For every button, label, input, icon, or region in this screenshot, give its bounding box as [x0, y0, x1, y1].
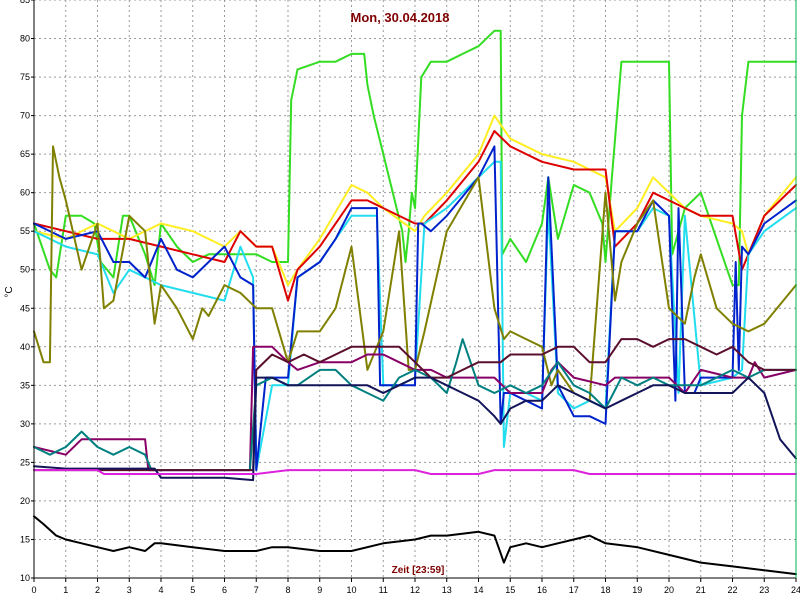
x-tick-label: 3	[127, 585, 132, 595]
x-tick-label: 18	[600, 585, 610, 595]
y-tick-label: 60	[20, 188, 30, 198]
x-tick-label: 0	[31, 585, 36, 595]
series-group	[33, 29, 797, 576]
y-tick-label: 25	[20, 457, 30, 467]
y-tick-label: 15	[20, 534, 30, 544]
series-line-12	[33, 515, 797, 576]
x-tick-label: 16	[537, 585, 547, 595]
x-tick-labels: 0 1 2 3 4 5 6 7 8 9 10 11 12 13 14 15 16 17 18 19 20 21 22 23 24	[31, 578, 800, 595]
y-tick-label: 30	[20, 419, 30, 429]
x-tick-label: 12	[410, 585, 420, 595]
x-tick-label: 7	[254, 585, 259, 595]
x-tick-label: 8	[285, 585, 290, 595]
x-tick-label: 5	[190, 585, 195, 595]
x-tick-label: 4	[158, 585, 163, 595]
x-tick-label: 9	[317, 585, 322, 595]
x-tick-label: 2	[95, 585, 100, 595]
x-tick-label: 19	[632, 585, 642, 595]
x-tick-label: 10	[346, 585, 356, 595]
y-tick-label: 20	[20, 496, 30, 506]
series-line-10	[33, 376, 797, 482]
x-axis-label: Zeit [23:59]	[392, 565, 445, 576]
x-tick-label: 22	[727, 585, 737, 595]
y-tick-label: 50	[20, 265, 30, 275]
x-tick-label: 24	[791, 585, 800, 595]
y-axis-label: °C	[4, 286, 15, 297]
y-tick-label: 80	[20, 34, 30, 44]
x-tick-label: 14	[473, 585, 483, 595]
y-tick-label: 45	[20, 303, 30, 313]
y-tick-label: 35	[20, 380, 30, 390]
series-line-9	[33, 338, 797, 472]
x-tick-label: 17	[569, 585, 579, 595]
x-tick-label: 20	[664, 585, 674, 595]
y-tick-label: 40	[20, 342, 30, 352]
x-tick-label: 21	[696, 585, 706, 595]
x-tick-label: 6	[222, 585, 227, 595]
grid	[34, 0, 796, 578]
y-tick-label: 10	[20, 573, 30, 583]
x-tick-label: 15	[505, 585, 515, 595]
series-line-3	[33, 130, 797, 302]
y-tick-label: 85	[20, 0, 30, 5]
x-tick-label: 1	[63, 585, 68, 595]
series-line-11	[33, 469, 797, 475]
x-tick-label: 23	[759, 585, 769, 595]
y-tick-labels: 10 15 20 25 30 35 40 45 50 55 60 65 70 75 80 85	[20, 0, 34, 583]
y-tick-label: 65	[20, 149, 30, 159]
x-tick-label: 13	[442, 585, 452, 595]
y-tick-label: 70	[20, 111, 30, 121]
chart-title: Mon, 30.04.2018	[351, 10, 450, 25]
series-line-8	[33, 338, 797, 472]
y-tick-label: 75	[20, 72, 30, 82]
x-tick-label: 11	[379, 585, 388, 595]
y-tick-label: 55	[20, 226, 30, 236]
series-line-6	[33, 145, 797, 402]
series-line-5	[33, 145, 797, 472]
